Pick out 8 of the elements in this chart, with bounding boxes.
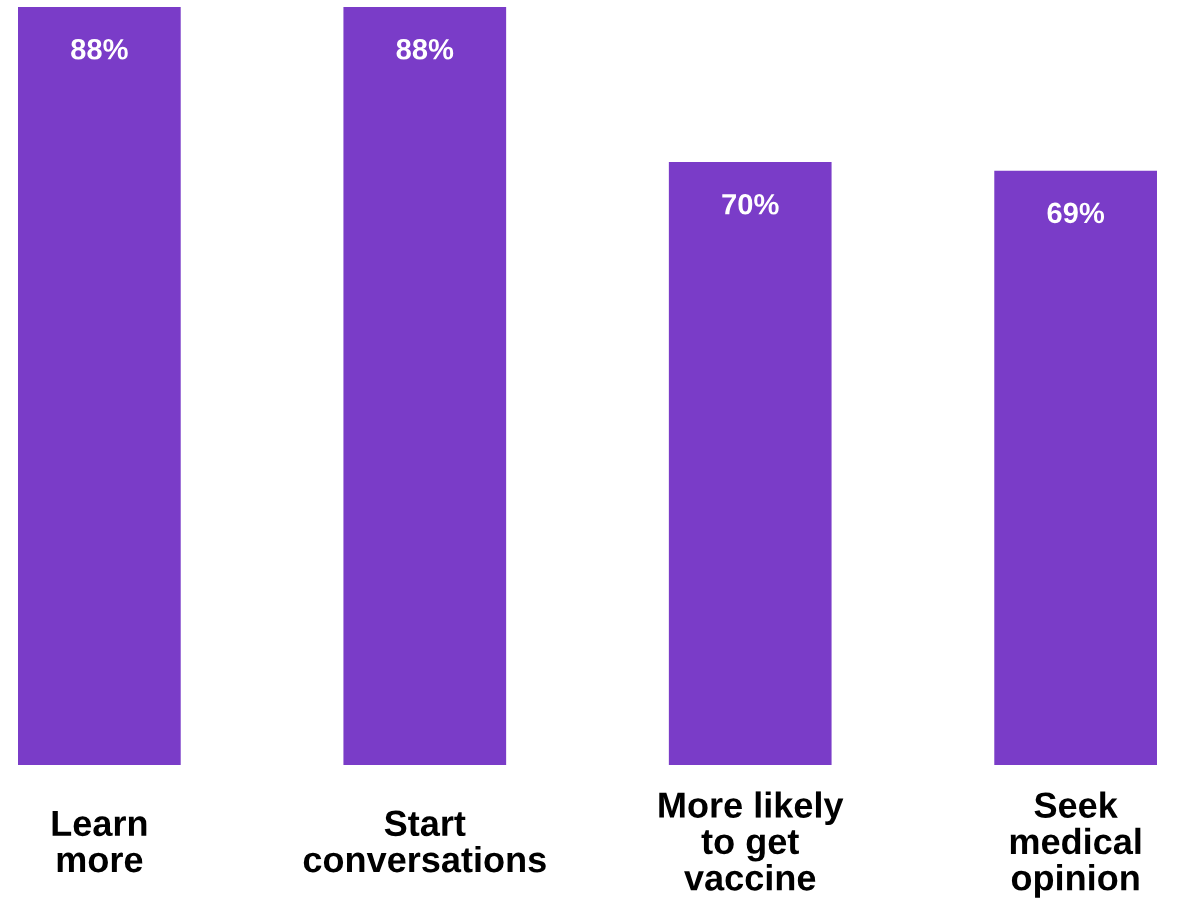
data-label: 88% — [71, 38, 128, 60]
data-label: 88% — [396, 38, 454, 60]
x-tick-label: More likely to get vaccine — [659, 791, 844, 891]
x-tick-label: Seek medical opinion — [1010, 791, 1141, 898]
x-tick-label: Learn more — [52, 810, 147, 873]
x-tick-label: Start conversations — [303, 810, 546, 873]
data-label: 70% — [722, 193, 779, 215]
data-label: 69% — [1047, 202, 1105, 224]
